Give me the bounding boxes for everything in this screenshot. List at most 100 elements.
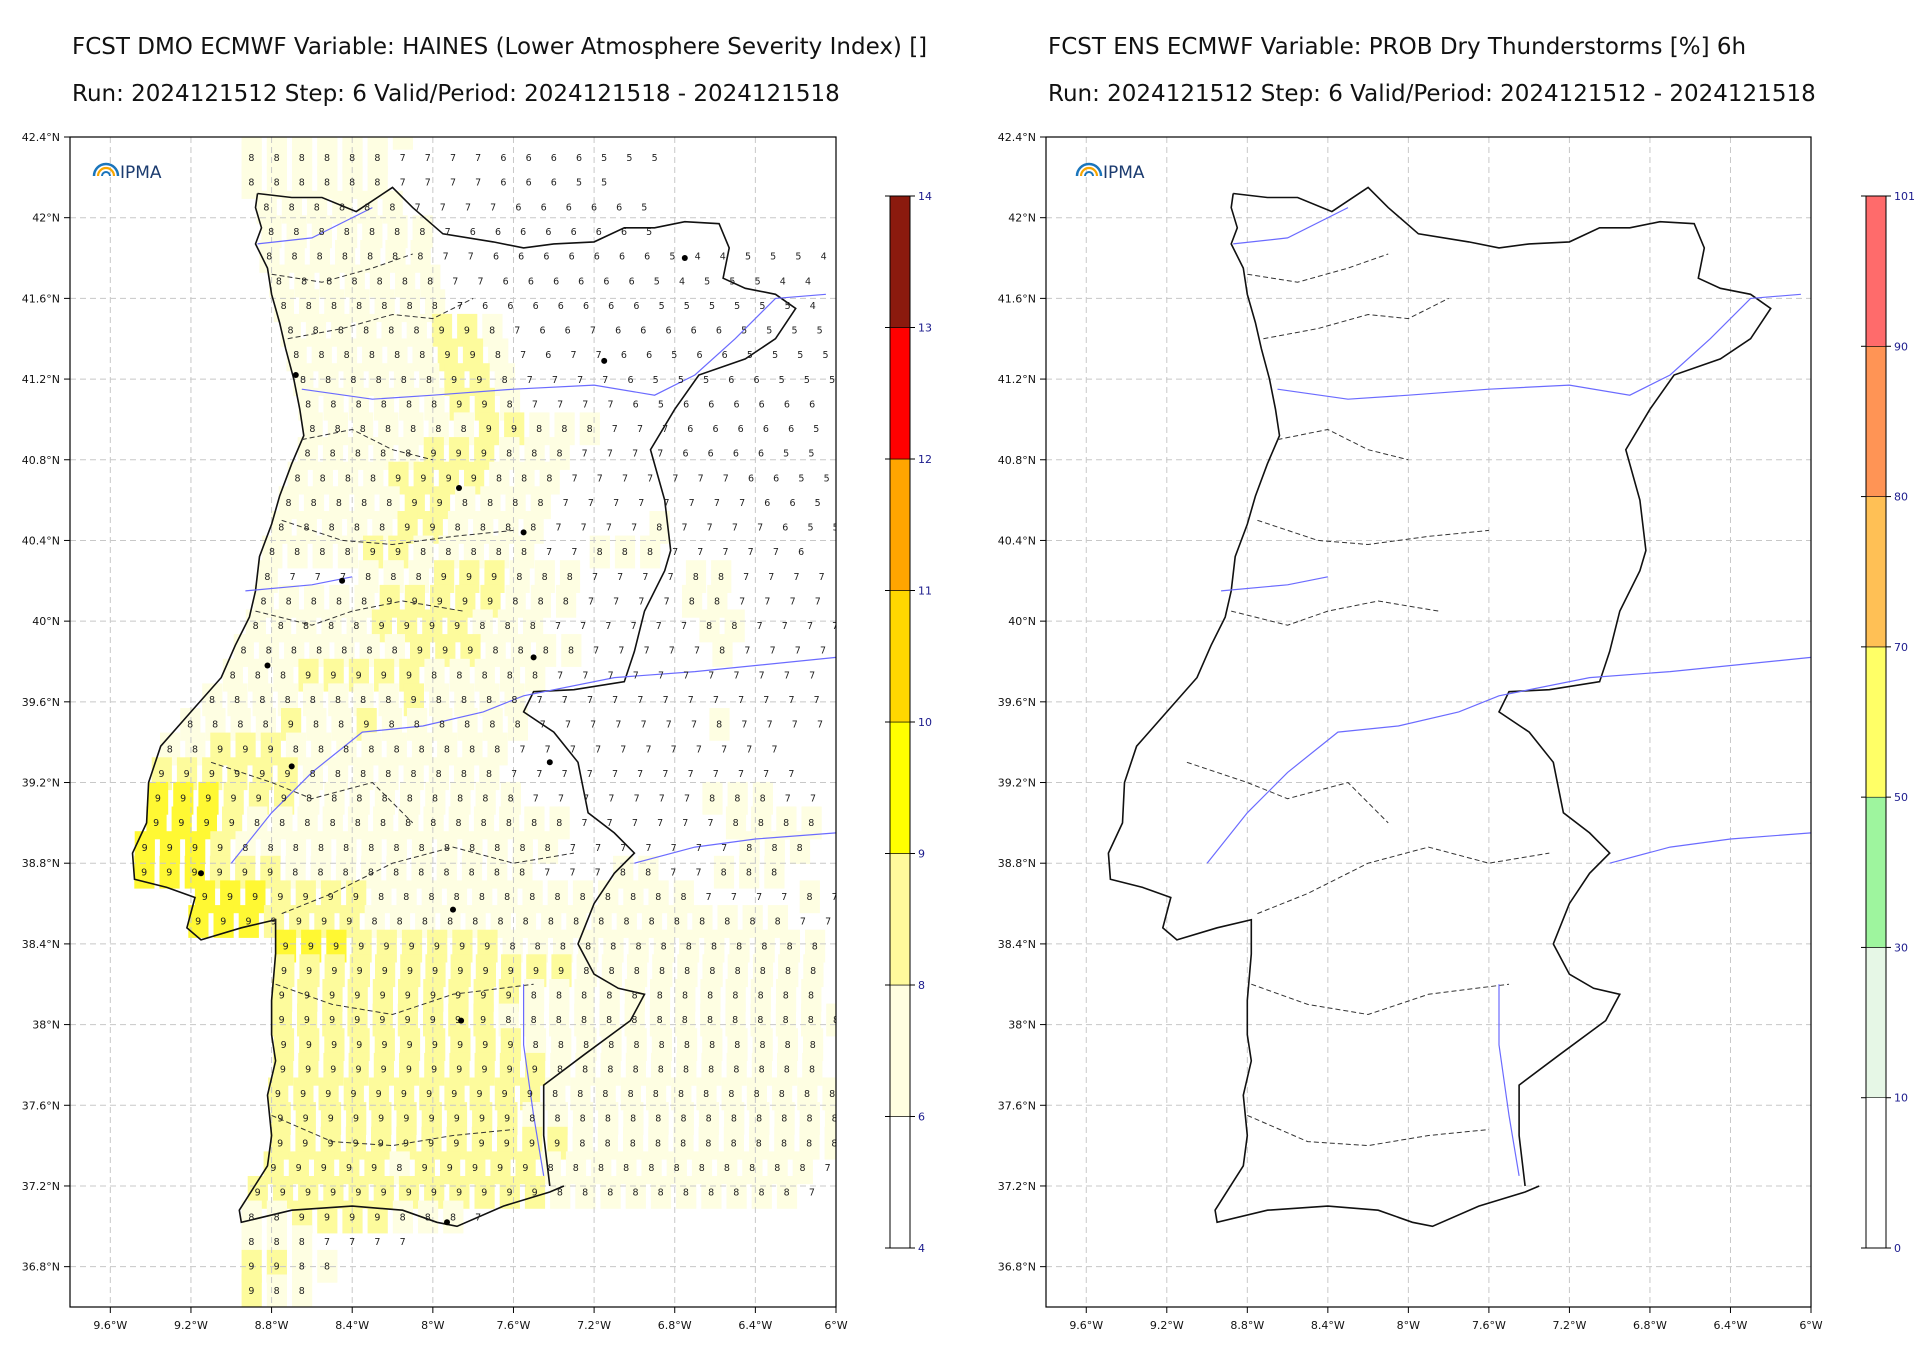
grid-value: 8 xyxy=(469,867,475,878)
grid-value: 9 xyxy=(431,1065,437,1076)
grid-value: 8 xyxy=(579,1138,585,1149)
grid-cell xyxy=(375,954,396,988)
grid-value: 8 xyxy=(248,1212,254,1223)
grid-cell xyxy=(450,954,471,988)
grid-value: 8 xyxy=(287,326,293,337)
grid-cell xyxy=(309,634,330,667)
grid-value: 7 xyxy=(795,646,801,657)
grid-value: 6 xyxy=(545,227,551,238)
grid-value: 7 xyxy=(581,818,587,829)
grid-value: 9 xyxy=(483,966,489,977)
grid-value: 5 xyxy=(669,252,675,263)
grid-value: 8 xyxy=(343,744,349,755)
grid-cell xyxy=(298,387,319,421)
grid-cell xyxy=(616,905,637,938)
grid-value: 8 xyxy=(486,769,492,780)
grid-value: 8 xyxy=(680,1138,686,1149)
grid-value: 8 xyxy=(240,646,246,657)
grid-value: 9 xyxy=(191,867,197,878)
grid-cell xyxy=(248,658,269,692)
grid-value: 7 xyxy=(544,867,550,878)
grid-value: 6 xyxy=(763,424,769,435)
grid-value: 7 xyxy=(425,178,431,189)
lat-label: 37.6°N xyxy=(22,1099,60,1112)
colorbar-segment xyxy=(889,853,911,986)
grid-value: 9 xyxy=(532,1065,538,1076)
grid-value: 8 xyxy=(531,991,537,1002)
grid-cell xyxy=(388,535,409,569)
grid-value: 8 xyxy=(309,424,315,435)
grid-value: 8 xyxy=(734,1040,740,1051)
grid-value: 8 xyxy=(833,1015,839,1026)
grid-value: 8 xyxy=(285,498,291,509)
grid-cell xyxy=(421,1102,442,1135)
grid-value: 8 xyxy=(469,843,475,854)
grid-value: 8 xyxy=(361,498,367,509)
grid-value: 8 xyxy=(731,1138,737,1149)
grid-cell xyxy=(448,806,469,840)
colorbar-segment xyxy=(889,984,911,1117)
grid-cell xyxy=(329,486,350,520)
grid-value: 7 xyxy=(563,498,569,509)
grid-value: 9 xyxy=(405,991,411,1002)
grid-cell xyxy=(324,954,345,988)
grid-cell xyxy=(579,412,600,446)
grid-value: 6 xyxy=(708,449,714,460)
grid-cell xyxy=(274,954,295,988)
grid-value: 7 xyxy=(605,621,611,632)
grid-value: 8 xyxy=(482,670,488,681)
grid-cell xyxy=(403,412,424,446)
grid-value: 9 xyxy=(439,326,445,337)
grid-cell xyxy=(241,166,262,199)
grid-cell xyxy=(374,658,395,692)
grid-cell xyxy=(478,412,500,446)
grid-value: 8 xyxy=(678,1089,684,1100)
grid-value: 6 xyxy=(782,523,788,534)
grid-value: 8 xyxy=(733,1065,739,1076)
grid-cell xyxy=(238,905,259,938)
grid-value: 8 xyxy=(508,794,514,805)
right-title-line1: FCST ENS ECMWF Variable: PROB Dry Thunde… xyxy=(1048,34,1747,60)
grid-cell xyxy=(252,757,273,791)
grid-value: 9 xyxy=(471,473,477,484)
grid-value: 8 xyxy=(368,867,374,878)
city-dot xyxy=(444,1219,450,1226)
grid-cell xyxy=(408,560,429,593)
grid-value: 8 xyxy=(291,252,297,263)
grid-cell xyxy=(824,1126,836,1160)
grid-value: 8 xyxy=(394,350,400,361)
grid-value: 7 xyxy=(527,375,533,386)
colorbar-label: 10 xyxy=(918,716,932,729)
grid-value: 7 xyxy=(581,523,587,534)
grid-value: 7 xyxy=(618,646,624,657)
grid-cell xyxy=(428,412,449,446)
grid-value: 7 xyxy=(374,1237,380,1248)
grid-value: 8 xyxy=(706,1114,712,1125)
grid-cell xyxy=(488,535,510,569)
grid-value: 8 xyxy=(606,991,612,1002)
grid-value: 9 xyxy=(280,1188,286,1199)
grid-value: 7 xyxy=(587,695,593,706)
city-dot xyxy=(458,1017,465,1024)
grid-cell xyxy=(561,634,582,667)
grid-cell xyxy=(792,1151,813,1185)
grid-cell xyxy=(396,880,417,914)
grid-value: 9 xyxy=(217,867,223,878)
grid-cell xyxy=(677,1028,698,1061)
grid-cell xyxy=(641,905,663,938)
grid-value: 9 xyxy=(379,1015,385,1026)
grid-value: 7 xyxy=(663,695,669,706)
grid-value: 8 xyxy=(343,867,349,878)
grid-cell xyxy=(702,1028,723,1061)
grid-value: 8 xyxy=(634,966,640,977)
grid-value: 8 xyxy=(313,326,319,337)
grid-cell xyxy=(487,732,508,766)
grid-cell xyxy=(324,1028,345,1061)
grid-value: 8 xyxy=(356,301,362,312)
grid-value: 8 xyxy=(381,301,387,312)
grid-value: 9 xyxy=(404,523,410,534)
grid-value: 8 xyxy=(392,646,398,657)
grid-value: 8 xyxy=(422,917,428,928)
grid-cell xyxy=(547,1102,568,1135)
grid-value: 8 xyxy=(494,867,500,878)
